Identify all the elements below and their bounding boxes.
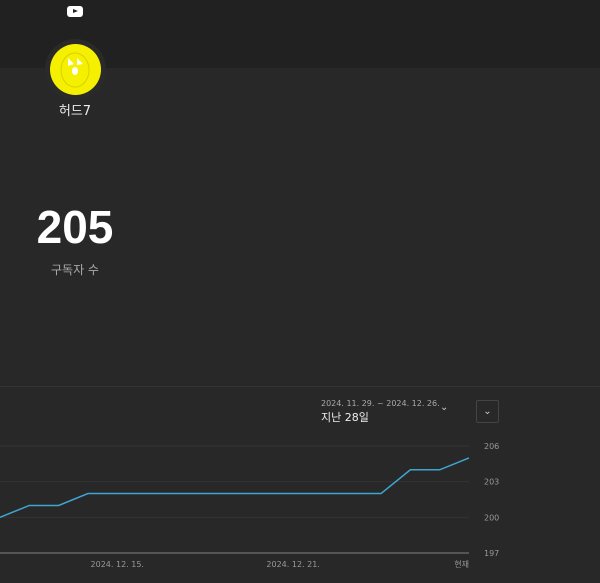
divider bbox=[0, 386, 600, 387]
x-tick-label: 2024. 12. 21. bbox=[266, 560, 319, 569]
expand-button[interactable]: ⌄ bbox=[476, 400, 499, 423]
y-tick-label: 200 bbox=[484, 513, 499, 522]
y-tick-label: 206 bbox=[484, 442, 499, 451]
x-tick-label: 현재 bbox=[454, 560, 469, 569]
y-tick-label: 203 bbox=[484, 478, 499, 487]
subscriber-chart: 197 200 203 206 2024. 12. 15. 2024. 12. 21. 현재 bbox=[0, 442, 499, 569]
channel-name: 허드7 bbox=[58, 104, 92, 119]
chevron-down-icon[interactable]: ⌄ bbox=[440, 402, 449, 413]
subscriber-count: 205 bbox=[36, 201, 114, 253]
subscriber-label: 구독자 수 bbox=[51, 263, 99, 277]
series-line bbox=[0, 457, 470, 519]
y-tick-label: 197 bbox=[484, 549, 499, 558]
x-tick-label: 2024. 12. 15. bbox=[91, 560, 144, 569]
avatar[interactable] bbox=[50, 44, 101, 95]
date-range: 2024. 11. 29. ~ 2024. 12. 26. bbox=[321, 399, 440, 408]
youtube-icon[interactable] bbox=[67, 6, 83, 17]
period-selector[interactable]: 지난 28일 bbox=[321, 411, 369, 424]
